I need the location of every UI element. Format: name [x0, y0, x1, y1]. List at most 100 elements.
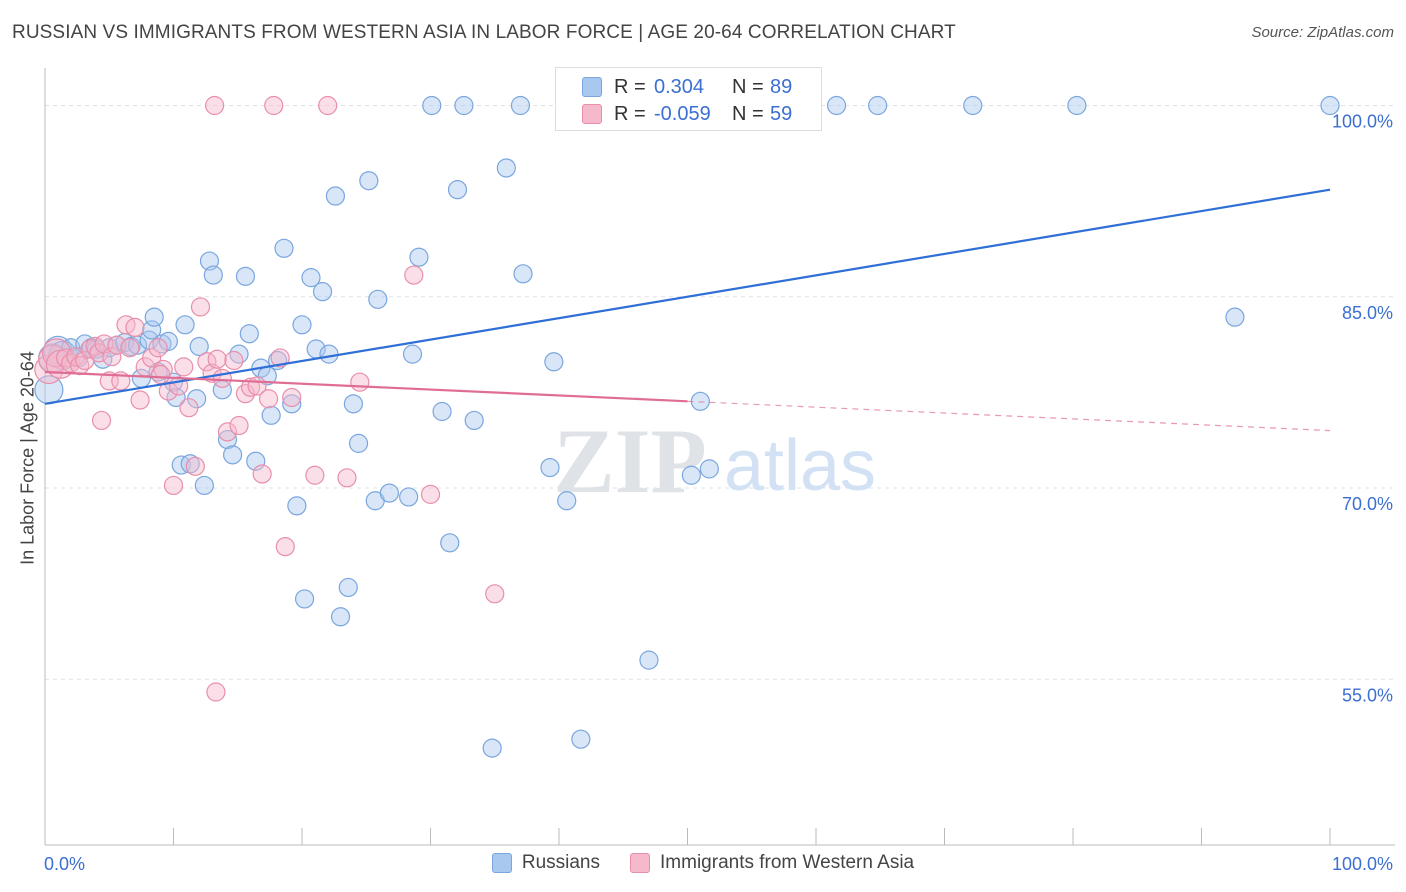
- point-russians: [402, 344, 423, 364]
- point-russians: [513, 264, 533, 284]
- legend-label-russians: Russians: [521, 852, 601, 873]
- point-russians: [544, 352, 564, 372]
- legend-swatch-western-asia: [630, 853, 651, 873]
- point-russians: [325, 186, 346, 206]
- point-western-asia: [282, 387, 302, 408]
- legend-label-western-asia: Immigrants from Western Asia: [660, 852, 915, 873]
- point-western-asia: [270, 348, 290, 368]
- stats-row-russians: R = 0.304 N = 89: [582, 74, 792, 100]
- y-tick-label: 70.0%: [1342, 494, 1393, 514]
- point-russians: [454, 95, 474, 116]
- point-russians: [292, 315, 312, 335]
- point-western-asia: [179, 398, 199, 418]
- point-western-asia: [241, 377, 261, 397]
- point-russians: [482, 738, 502, 758]
- chart-source: Source: ZipAtlas.com: [1251, 24, 1394, 41]
- point-russians: [557, 491, 577, 511]
- point-western-asia: [258, 389, 279, 409]
- stats-swatch-russians: [582, 77, 602, 97]
- point-russians: [432, 401, 452, 422]
- point-western-asia: [125, 317, 145, 337]
- point-western-asia: [142, 348, 162, 368]
- chart-title: RUSSIAN VS IMMIGRANTS FROM WESTERN ASIA …: [12, 22, 956, 43]
- points-layer: [34, 95, 1340, 758]
- point-western-asia: [404, 265, 424, 285]
- point-russians: [144, 307, 164, 327]
- chart-legend: Russians Immigrants from Western Asia: [0, 852, 1406, 874]
- point-russians: [440, 533, 460, 553]
- point-russians: [282, 394, 302, 414]
- point-russians: [319, 344, 339, 364]
- y-tick-label: 100.0%: [1332, 112, 1393, 132]
- point-russians: [379, 483, 399, 503]
- stats-n-label: N =: [732, 75, 764, 98]
- point-western-asia: [224, 350, 244, 371]
- stats-r-value-western-asia: -0.059: [654, 102, 711, 125]
- point-russians: [287, 496, 307, 516]
- legend-item-western-asia[interactable]: Immigrants from Western Asia: [630, 852, 914, 874]
- point-russians: [274, 238, 294, 258]
- point-russians: [338, 577, 358, 598]
- stats-n-value-western-asia: 59: [770, 102, 793, 125]
- point-russians: [1320, 95, 1340, 116]
- watermark-zip: ZIP: [553, 410, 706, 512]
- point-russians: [261, 405, 281, 425]
- point-russians: [330, 607, 351, 627]
- x-tick-label: 0.0%: [44, 854, 85, 874]
- point-russians: [399, 487, 419, 507]
- point-western-asia: [318, 95, 338, 116]
- point-russians: [1067, 95, 1087, 116]
- point-western-asia: [99, 371, 119, 391]
- point-russians: [826, 95, 847, 116]
- point-russians: [239, 324, 259, 344]
- point-russians: [223, 445, 243, 465]
- point-western-asia: [350, 372, 370, 392]
- point-western-asia: [174, 357, 194, 377]
- watermark-atlas: atlas: [724, 426, 876, 506]
- point-western-asia: [252, 464, 272, 484]
- axis-layer: [44, 68, 1395, 846]
- legend-swatch-russians: [491, 853, 512, 873]
- point-western-asia: [485, 584, 505, 604]
- point-russians: [868, 95, 888, 116]
- point-russians: [175, 315, 195, 335]
- point-russians: [203, 265, 223, 285]
- point-western-asia: [41, 338, 72, 368]
- point-russians: [359, 171, 379, 191]
- point-western-asia: [235, 384, 256, 404]
- point-western-asia: [120, 338, 140, 358]
- point-western-asia: [207, 349, 227, 369]
- stats-swatch-western-asia: [582, 104, 602, 124]
- point-western-asia: [205, 95, 225, 116]
- point-russians: [301, 268, 321, 288]
- point-russians: [963, 95, 983, 116]
- point-russians: [639, 650, 659, 670]
- point-western-asia: [130, 390, 150, 410]
- point-western-asia: [89, 343, 109, 363]
- point-western-asia: [91, 410, 112, 431]
- point-western-asia: [148, 338, 168, 358]
- trend-line-extension-western-asia: [687, 400, 1331, 432]
- legend-item-russians[interactable]: Russians: [491, 852, 601, 874]
- point-russians: [496, 158, 516, 178]
- point-russians: [348, 433, 369, 453]
- stats-row-western-asia: R = -0.059 N = 59: [582, 101, 792, 127]
- point-western-asia: [190, 297, 211, 317]
- point-western-asia: [151, 364, 171, 385]
- y-tick-label: 85.0%: [1342, 303, 1393, 323]
- point-russians: [158, 331, 178, 351]
- watermark: ZIP atlas: [553, 410, 876, 512]
- stats-r-label: R =: [614, 102, 646, 125]
- tick-labels: 55.0% 70.0% 85.0% 100.0% 0.0% 100.0%: [44, 112, 1393, 875]
- stats-r-value-russians: 0.304: [654, 75, 705, 98]
- point-russians: [540, 458, 560, 478]
- point-russians: [180, 454, 200, 474]
- point-russians: [447, 180, 468, 200]
- point-russians: [189, 336, 209, 357]
- point-russians: [343, 394, 363, 414]
- stats-legend-box: R = 0.304 N = 89 R = -0.059 N = 59: [555, 67, 822, 131]
- point-russians: [422, 95, 442, 116]
- point-russians: [217, 429, 238, 450]
- trend-line-russians: [44, 188, 1331, 405]
